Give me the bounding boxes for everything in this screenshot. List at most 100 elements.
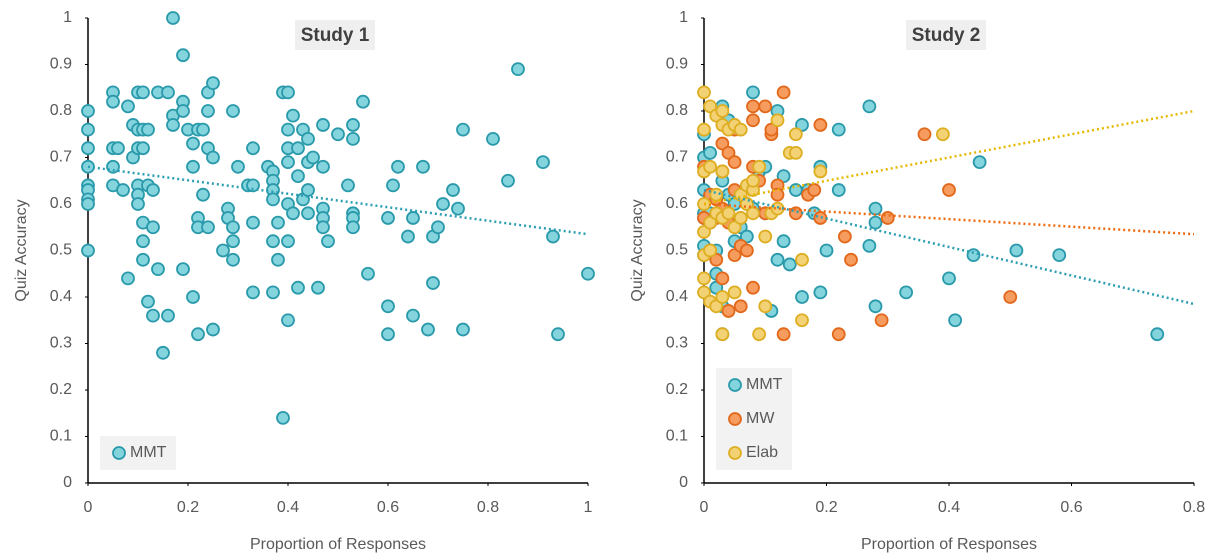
- scatter-point: [709, 280, 724, 295]
- y-axis-label: Quiz Accuracy: [13, 199, 30, 301]
- scatter-point: [1003, 290, 1018, 304]
- x-tick-label: 0.8: [477, 499, 499, 516]
- scatter-point: [136, 141, 150, 156]
- scatter-point: [226, 104, 240, 118]
- scatter-point: [721, 145, 736, 160]
- scatter-point: [316, 220, 330, 235]
- scatter-point: [536, 155, 550, 170]
- title-box: [906, 20, 987, 50]
- scatter-point: [697, 271, 711, 286]
- scatter-point: [703, 159, 718, 174]
- scatter-point: [166, 118, 180, 132]
- scatter-point: [146, 183, 160, 197]
- scatter-point: [316, 118, 330, 132]
- scatter-point: [776, 169, 791, 184]
- y-tick-label: 1: [679, 9, 688, 26]
- y-tick-label: 0.9: [666, 56, 688, 73]
- scatter-point: [727, 155, 742, 170]
- scatter-point: [281, 155, 295, 170]
- y-tick-label: 0.7: [666, 149, 688, 166]
- scatter-point: [206, 150, 220, 165]
- x-tick-label: 0.4: [938, 499, 960, 516]
- scatter-point: [868, 299, 883, 314]
- scatter-point: [246, 285, 260, 300]
- scatter-point: [813, 211, 828, 225]
- scatter-point: [697, 224, 711, 239]
- scatter-point: [844, 252, 858, 267]
- scatter-point: [191, 327, 205, 342]
- x-tick-label: 1: [584, 499, 593, 516]
- scatter-point: [386, 178, 400, 193]
- scatter-point: [186, 136, 200, 151]
- scatter-point: [226, 252, 240, 267]
- scatter-point: [421, 322, 435, 337]
- scatter-point: [341, 178, 355, 193]
- scatter-point: [831, 327, 846, 342]
- scatter-point: [788, 127, 803, 142]
- scatter-point: [166, 11, 180, 25]
- scatter-point: [966, 248, 981, 263]
- scatter-point: [733, 299, 748, 314]
- scatter-point: [697, 285, 711, 300]
- scatter-point: [216, 243, 230, 258]
- scatter-point: [401, 229, 415, 244]
- scatter-point: [206, 76, 220, 90]
- scatter-point: [196, 122, 210, 137]
- scatter-point: [746, 206, 760, 221]
- scatter-point: [176, 104, 190, 118]
- scatter-point: [837, 229, 852, 244]
- scatter-point: [226, 220, 240, 235]
- scatter-point: [426, 276, 440, 290]
- scatter-point: [807, 183, 822, 197]
- x-axis-label: Proportion of Responses: [861, 536, 1037, 553]
- scatter-point: [948, 313, 963, 328]
- scatter-point: [186, 290, 200, 304]
- scatter-point: [136, 85, 150, 100]
- scatter-point: [697, 122, 711, 137]
- scatter-point: [81, 243, 95, 258]
- scatter-point: [271, 252, 285, 267]
- legend-marker: [728, 412, 742, 426]
- x-axis-label: Proportion of Responses: [250, 536, 426, 553]
- scatter-point: [752, 159, 767, 174]
- scatter-point: [758, 99, 773, 114]
- scatter-point: [151, 262, 165, 277]
- trend-line: [703, 202, 1195, 236]
- scatter-point: [81, 141, 95, 156]
- scatter-point: [715, 290, 730, 304]
- scatter-point: [746, 99, 760, 114]
- scatter-point: [266, 234, 280, 249]
- legend-marker: [728, 378, 742, 392]
- scatter-point: [316, 159, 330, 174]
- scatter-point: [291, 169, 305, 184]
- legend-label: MW: [746, 410, 775, 427]
- scatter-point: [201, 104, 215, 118]
- y-tick-label: 0.6: [50, 195, 72, 212]
- scatter-point: [161, 308, 175, 323]
- scatter-point: [770, 201, 785, 216]
- scatter-point: [136, 234, 150, 249]
- scatter-point: [739, 243, 754, 258]
- legend-marker: [112, 446, 126, 460]
- scatter-point: [331, 127, 345, 142]
- scatter-point: [770, 252, 785, 267]
- scatter-point: [321, 234, 335, 249]
- scatter-point: [715, 104, 730, 118]
- scatter-point: [1052, 248, 1067, 263]
- scatter-point: [727, 248, 742, 263]
- scatter-point: [795, 290, 809, 304]
- scatter-point: [136, 252, 150, 267]
- y-tick-label: 0.1: [666, 428, 688, 445]
- scatter-point: [715, 136, 730, 151]
- scatter-point: [709, 252, 724, 267]
- scatter-point: [311, 280, 325, 295]
- scatter-point: [770, 113, 785, 128]
- scatter-point: [446, 183, 460, 197]
- scatter-point: [551, 327, 565, 342]
- trend-line: [703, 188, 1195, 306]
- y-tick-label: 0.2: [666, 381, 688, 398]
- scatter-point: [121, 99, 135, 114]
- scatter-point: [246, 178, 260, 193]
- x-tick-label: 0.4: [277, 499, 299, 516]
